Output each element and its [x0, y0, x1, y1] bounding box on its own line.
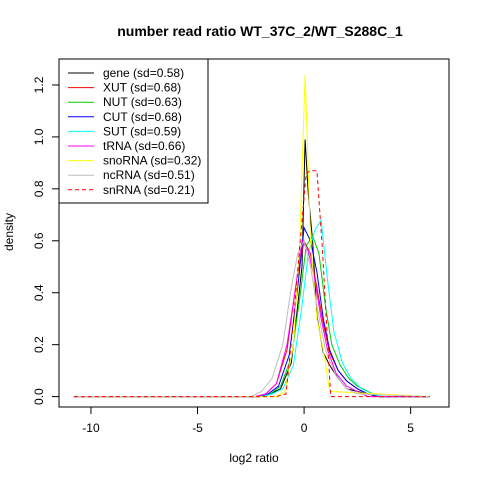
y-tick-label: 0.2 — [32, 336, 46, 353]
x-tick-label: 5 — [407, 421, 414, 435]
legend-label: tRNA (sd=0.66) — [103, 139, 185, 153]
y-tick-label: 1.2 — [32, 76, 46, 93]
legend-label: gene (sd=0.58) — [103, 66, 184, 80]
legend-label: SUT (sd=0.59) — [103, 124, 181, 138]
y-tick-label: 0.4 — [32, 284, 46, 301]
x-tick-label: -10 — [82, 421, 100, 435]
series-line-6 — [73, 74, 430, 398]
legend-label: ncRNA (sd=0.51) — [103, 168, 195, 182]
legend-label: snoRNA (sd=0.32) — [103, 154, 201, 168]
legend-label: CUT (sd=0.68) — [103, 110, 182, 124]
legend-label: NUT (sd=0.63) — [103, 95, 182, 109]
series-line-3 — [73, 226, 430, 398]
y-tick-label: 0.0 — [32, 388, 46, 405]
y-tick-label: 0.8 — [32, 180, 46, 197]
x-axis: -10 -5 0 5 — [82, 406, 414, 435]
x-tick-label: -5 — [192, 421, 203, 435]
y-tick-label: 1.0 — [32, 128, 46, 145]
series-line-8 — [73, 170, 430, 398]
series-layer — [73, 74, 430, 398]
x-axis-label: log2 ratio — [229, 451, 279, 465]
y-axis-label: density — [2, 213, 16, 251]
legend-label: snRNA (sd=0.21) — [103, 183, 195, 197]
chart-title: number read ratio WT_37C_2/WT_S288C_1 — [117, 23, 403, 39]
legend: gene (sd=0.58)XUT (sd=0.68)NUT (sd=0.63)… — [58, 58, 209, 204]
x-tick-label: 0 — [301, 421, 308, 435]
series-line-4 — [73, 218, 430, 398]
series-line-7 — [73, 239, 430, 398]
series-line-5 — [73, 239, 430, 398]
legend-label: XUT (sd=0.68) — [103, 81, 181, 95]
y-tick-label: 0.6 — [32, 232, 46, 249]
